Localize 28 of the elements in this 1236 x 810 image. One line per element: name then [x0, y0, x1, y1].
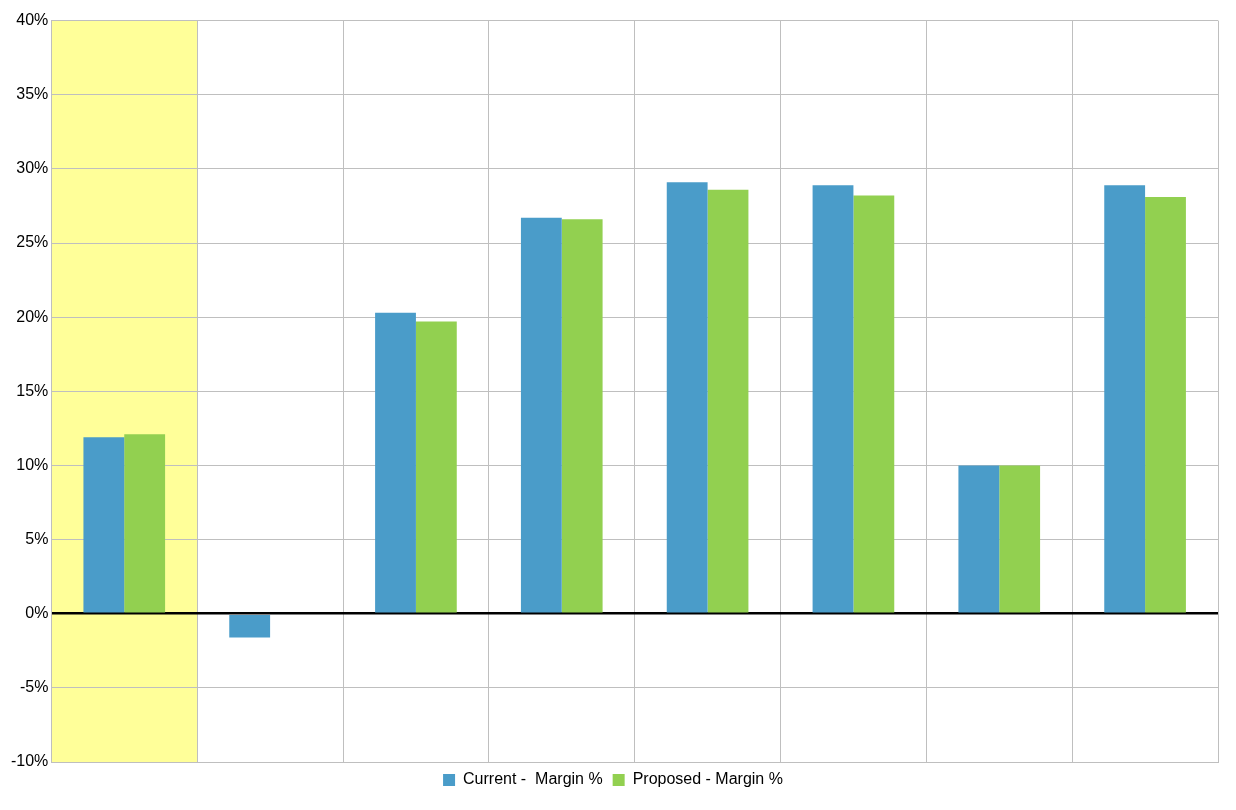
y-tick-label: -5%: [19, 678, 49, 696]
bar: [375, 312, 416, 613]
bar: [1104, 185, 1146, 613]
bar: [853, 195, 895, 613]
bar: [124, 434, 166, 613]
bar: [999, 465, 1041, 613]
bar: [958, 465, 1000, 613]
bar: [812, 185, 854, 613]
bar: [561, 219, 603, 613]
y-tick-label: 35%: [16, 85, 49, 103]
y-tick-label: 15%: [16, 381, 49, 399]
bar: [707, 189, 749, 613]
bar: [229, 614, 271, 638]
legend-label: Proposed - Margin %: [632, 770, 783, 788]
y-tick-label: 30%: [16, 159, 49, 177]
y-tick-label: 5%: [25, 529, 49, 547]
bar: [1145, 197, 1186, 613]
y-tick-label: 0%: [25, 604, 49, 622]
y-tick-label: -10%: [10, 752, 49, 770]
legend-label: Current - Margin %: [463, 770, 603, 788]
bar: [666, 182, 708, 613]
bar: [520, 217, 562, 613]
bar: [83, 437, 125, 613]
y-tick-label: 10%: [16, 455, 49, 473]
bar: [415, 321, 457, 613]
y-tick-label: 25%: [16, 233, 49, 251]
y-tick-label: 40%: [16, 11, 49, 29]
y-tick-label: 20%: [16, 307, 49, 325]
